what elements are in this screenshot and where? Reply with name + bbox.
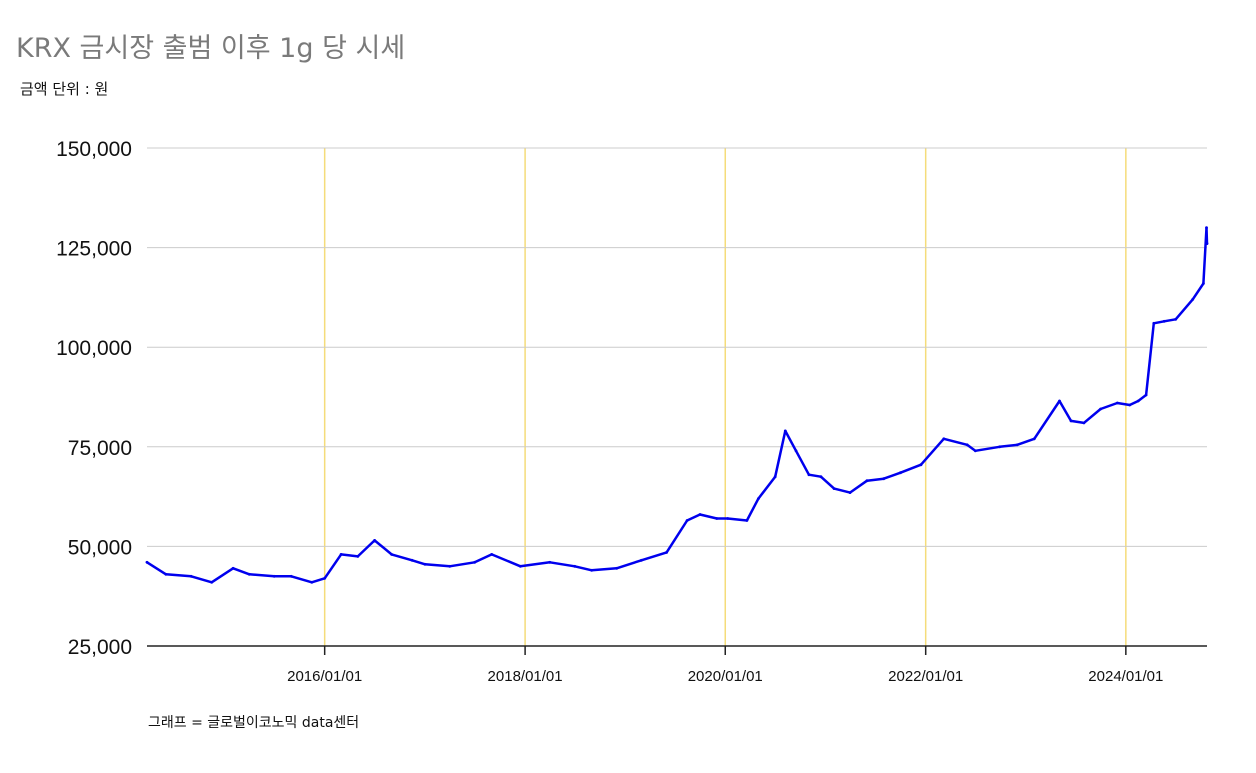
data-point-2022-07-01: [973, 449, 977, 453]
x-tick-label-2024-01-01: 2024/01/01: [1088, 668, 1163, 685]
data-point-2014-11-15: [210, 580, 214, 584]
data-point-2018-07-01: [573, 564, 577, 568]
data-point-2022-06-01: [965, 443, 969, 447]
data-point-2017-01-01: [423, 562, 427, 566]
x-axis: 2016/01/01 2018/01/01 2020/01/01 2022/01/01…: [147, 645, 1207, 685]
series-group: [145, 226, 1209, 584]
y-tick-label-125000: 125,000: [56, 238, 132, 261]
data-point-2021-03-31: [848, 491, 852, 494]
y-tick-label-150000: 150,000: [56, 138, 132, 161]
data-point-2015-09-01: [289, 574, 293, 578]
data-point-2019-03-01: [640, 558, 643, 562]
data-point-2024-10-23: [1205, 242, 1209, 246]
y-tick-label-100000: 100,000: [56, 337, 132, 360]
data-point-2020-07-01: [773, 475, 777, 479]
data-point-2023-05-04: [1058, 399, 1061, 403]
data-point-2023-08-01: [1082, 421, 1086, 425]
data-point-2018-04-01: [548, 560, 552, 564]
y-tick-label-75000: 75,000: [68, 437, 132, 460]
data-point-2023-06-15: [1069, 419, 1073, 423]
data-point-2015-07-01: [272, 574, 276, 578]
y-tick-label-50000: 50,000: [68, 536, 132, 559]
data-point-2022-12-01: [1015, 443, 1019, 447]
data-point-2023-12-01: [1115, 401, 1119, 405]
data-point-2022-09-28: [998, 445, 1002, 449]
data-point-2024-10-21: [1205, 226, 1208, 230]
data-point-2024-10-10: [1202, 282, 1205, 285]
data-point-2020-11-01: [807, 473, 811, 477]
data-point-2021-10-01: [899, 471, 902, 475]
data-point-2020-12-15: [819, 475, 823, 479]
data-point-2020-03-20: [745, 519, 749, 522]
data-point-2018-12-01: [615, 566, 619, 570]
data-point-2017-07-01: [473, 560, 477, 564]
data-point-2018-09-01: [590, 568, 594, 572]
data-point-2017-09-01: [490, 553, 494, 556]
data-point-2021-08-01: [882, 477, 886, 481]
price-line-series-0: [145, 226, 1209, 584]
y-tick-label-25000: 25,000: [68, 636, 132, 659]
data-point-2024-04-12: [1152, 321, 1156, 325]
data-point-2015-02-01: [231, 566, 235, 570]
data-point-2021-12-15: [919, 463, 923, 467]
data-point-2020-09-15: [794, 449, 798, 453]
data-point-2024-07-01: [1174, 317, 1178, 321]
data-point-2020-08-07: [783, 429, 787, 433]
data-point-2024-05-20: [1162, 319, 1166, 323]
data-point-2019-08-15: [685, 519, 689, 522]
gridlines: [147, 147, 1207, 547]
chart-title: KRX 금시장 출범 이후 1g 당 시세: [16, 33, 406, 64]
data-point-2020-05-01: [757, 497, 760, 500]
data-point-2016-05-01: [356, 555, 360, 558]
data-point-2022-03-08: [942, 437, 946, 441]
data-point-2020-01-10: [726, 517, 730, 520]
data-point-2015-04-01: [247, 572, 251, 576]
data-point-2016-07-01: [373, 539, 376, 542]
x-tick-label-2020-01-01: 2020/01/01: [688, 668, 763, 685]
data-point-2024-09-01: [1191, 298, 1195, 301]
data-point-2017-04-01: [448, 564, 452, 568]
data-point-2016-11-15: [410, 558, 414, 562]
source-credit: 그래프 = 글로벌이코노믹 data센터: [148, 715, 360, 731]
unit-label: 금액 단위 : 원: [20, 80, 109, 98]
data-point-2024-03-15: [1144, 393, 1148, 397]
data-point-2016-03-01: [339, 553, 343, 556]
data-point-2023-10-01: [1099, 407, 1102, 411]
data-point-2014-06-01: [164, 572, 168, 576]
y-axis-labels: 25,000 50,000 75,000 100,000 125,000 150,000: [56, 138, 132, 659]
data-point-2016-01-01: [323, 576, 327, 580]
x-tick-label-2016-01-01: 2016/01/01: [287, 668, 362, 685]
data-point-2019-06-01: [665, 551, 668, 554]
data-point-2021-06-01: [865, 479, 869, 483]
data-point-2019-10-01: [698, 513, 702, 516]
data-point-2019-12-01: [715, 517, 719, 520]
data-point-2024-02-15: [1136, 399, 1140, 403]
data-point-2023-02-01: [1032, 437, 1036, 441]
data-point-2024-01-15: [1128, 403, 1132, 407]
x-tick-label-2022-01-01: 2022/01/01: [888, 668, 963, 685]
year-markers: [323, 148, 1127, 646]
data-point-2014-09-01: [189, 574, 193, 578]
data-point-2014-03-24: [145, 560, 149, 564]
data-point-2015-11-15: [310, 580, 314, 584]
x-tick-label-2018-01-01: 2018/01/01: [488, 668, 563, 685]
data-point-2021-02-01: [832, 487, 836, 490]
data-point-2016-09-01: [390, 553, 393, 556]
data-point-2017-12-15: [519, 564, 522, 568]
